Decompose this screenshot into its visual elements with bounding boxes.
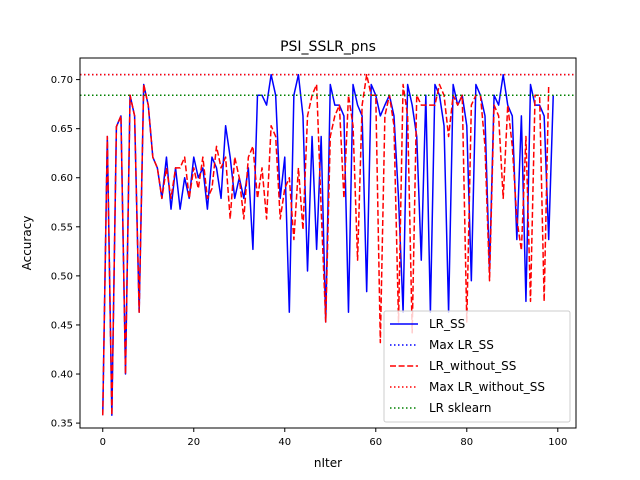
y-tick-label: 0.55 — [51, 222, 73, 233]
y-tick-label: 0.45 — [51, 320, 73, 331]
x-tick-label: 40 — [278, 437, 291, 448]
y-tick-label: 0.40 — [51, 370, 73, 381]
plot-frame — [79, 57, 577, 429]
x-axis-ticks: 0 20 40 60 80 100 — [100, 428, 567, 448]
y-tick-label: 0.65 — [51, 124, 73, 135]
legend: LR_SS Max LR_SS LR_without_SS Max LR_withou… — [383, 310, 571, 423]
chart-title: PSI_SSLR_pns — [280, 39, 376, 55]
lr-without-ss-line — [102, 73, 550, 416]
legend-label-lr-without-ss: LR_without_SS — [429, 359, 516, 373]
legend-label-max-lr-without-ss: Max LR_without_SS — [429, 380, 545, 394]
y-tick-label: 0.50 — [51, 271, 73, 282]
x-axis-label: nIter — [314, 456, 342, 470]
lines-layer — [80, 73, 576, 416]
legend-label-max-lr-ss: Max LR_SS — [429, 338, 494, 352]
x-tick-label: 0 — [100, 437, 106, 448]
y-tick-label: 0.60 — [51, 173, 73, 184]
x-tick-label: 100 — [548, 437, 567, 448]
x-tick-label: 20 — [187, 437, 200, 448]
y-tick-label: 0.35 — [51, 419, 73, 430]
legend-frame — [383, 310, 571, 423]
x-tick-label: 80 — [460, 437, 473, 448]
legend-label-lr-sklearn: LR sklearn — [429, 401, 491, 415]
y-axis-label: Accuracy — [20, 216, 34, 271]
y-axis-ticks: 0.35 0.40 0.45 0.50 0.55 0.60 0.65 0.70 — [51, 75, 80, 430]
y-tick-label: 0.70 — [51, 75, 73, 86]
legend-label-lr-ss: LR_SS — [429, 317, 465, 331]
x-tick-label: 60 — [369, 437, 382, 448]
